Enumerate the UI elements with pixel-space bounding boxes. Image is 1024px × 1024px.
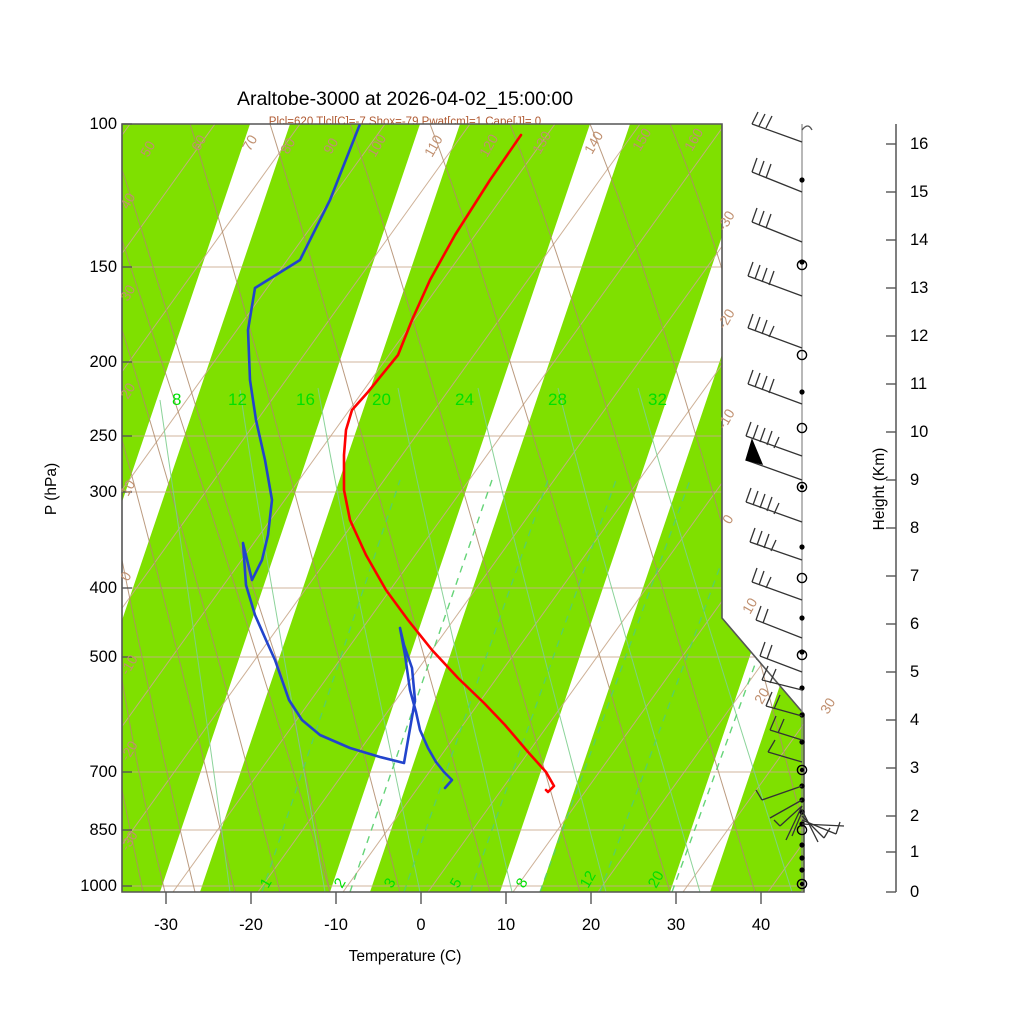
svg-text:20: 20 [372,390,391,409]
svg-text:10: 10 [739,595,761,617]
p-tick-1000: 1000 [80,877,117,895]
p-tick-300: 300 [89,483,117,501]
h-tick-5: 5 [910,663,920,681]
h-tick-1: 1 [910,843,920,861]
svg-text:24: 24 [455,390,474,409]
svg-text:8: 8 [172,390,181,409]
t-tick-10: 10 [496,916,516,934]
svg-text:30: 30 [117,282,139,304]
h-tick-16: 16 [910,135,929,153]
t-tick--30: -30 [154,916,178,934]
h-tick-13: 13 [910,279,929,297]
svg-text:50: 50 [137,138,159,160]
h-tick-7: 7 [910,567,920,585]
h-tick-15: 15 [910,183,929,201]
t-tick-30: 30 [666,916,686,934]
temperature-trace [342,133,556,794]
t-tick-40: 40 [751,916,771,934]
svg-text:12: 12 [228,390,247,409]
svg-text:40: 40 [117,190,139,212]
dewpoint-trace [241,124,454,790]
h-tick-2: 2 [910,807,920,825]
svg-text:16: 16 [296,390,315,409]
svg-text:20: 20 [117,380,139,402]
h-tick-3: 3 [910,759,920,777]
svg-text:20: 20 [645,868,668,891]
t-tick-20: 20 [581,916,601,934]
h-tick-11: 11 [910,375,928,393]
svg-text:60: 60 [188,132,210,154]
svg-text:10: 10 [117,477,139,499]
pressure-ticks [122,123,132,887]
svg-text:32: 32 [648,390,667,409]
p-tick-100: 100 [89,115,117,133]
svg-text:70: 70 [239,132,261,154]
h-tick-14: 14 [910,231,929,249]
t-tick--20: -20 [239,916,263,934]
svg-text:90: 90 [320,135,342,157]
h-tick-9: 9 [910,471,920,489]
p-tick-250: 250 [89,427,117,445]
page-title: Araltobe-3000 at 2026-04-02_15:00:00 [236,88,574,110]
svg-text:20: 20 [751,685,773,707]
wind-barb-column [745,111,845,892]
height-axis-title: Height (Km) [871,447,888,531]
p-tick-400: 400 [89,579,117,597]
h-tick-6: 6 [910,615,920,633]
svg-text:80: 80 [277,135,299,157]
h-tick-8: 8 [910,519,920,537]
moist-adiabat-lines [159,387,793,892]
temperature-ticks [165,892,762,904]
h-tick-4: 4 [910,711,920,729]
isotherm-lines [122,124,804,892]
height-axis [886,124,897,893]
p-tick-150: 150 [89,258,117,276]
y-axis-title: P (hPa) [43,462,60,516]
dry-adiabat-lines [122,124,804,892]
t-tick-0: 0 [416,916,426,934]
pressure-axis-labels: 100 150 200 250 300 400 500 700 850 1000 [62,0,117,1024]
h-tick-10: 10 [910,423,929,441]
wind-barbs [745,111,845,843]
h-tick-12: 12 [910,327,929,345]
p-tick-850: 850 [89,821,117,839]
svg-text:28: 28 [548,390,567,409]
svg-text:12: 12 [577,868,600,891]
h-tick-0: 0 [910,883,920,901]
p-tick-200: 200 [89,353,117,371]
p-tick-500: 500 [89,648,117,666]
p-tick-700: 700 [89,763,117,781]
svg-text:30: 30 [817,695,839,717]
moist-adiabat-labels: 8 12 16 20 24 28 32 [172,390,667,409]
x-axis-title: Temperature (C) [348,948,462,965]
t-tick--10: -10 [324,916,348,934]
